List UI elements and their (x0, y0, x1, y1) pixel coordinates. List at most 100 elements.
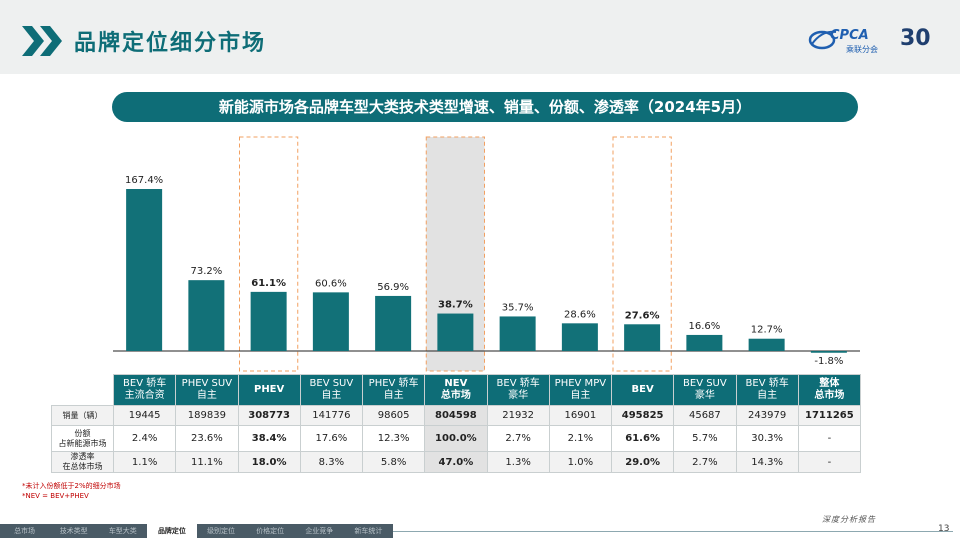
table-cell: 30.3% (735, 425, 799, 452)
bar (810, 351, 847, 353)
footnotes: *未计入份额低于2%的细分市场 *NEV = BEV+PHEV (22, 481, 121, 501)
nav-item[interactable]: 企业竞争 (305, 527, 334, 535)
table-cell: 2.7% (486, 425, 550, 452)
table-cell: 804598 (424, 405, 488, 426)
nav-item[interactable]: 新车统计 (354, 527, 383, 535)
table-corner (51, 374, 114, 406)
column-header: 整体 总市场 (797, 374, 862, 406)
table-cell: 243979 (735, 405, 799, 426)
table-cell: 19445 (112, 405, 177, 426)
table-cell: 17.6% (299, 425, 364, 452)
footer-divider (393, 531, 953, 532)
table-cell: 1.0% (548, 451, 613, 473)
table-cell: 8.3% (299, 451, 364, 473)
bar-chart: 167.4% 73.2% 61.1% 60.6% 56.9% 38.7% 35.7% 28.6… (113, 136, 860, 372)
column-header: BEV 轿车 自主 (735, 374, 799, 406)
table-cell: 100.0% (424, 425, 488, 452)
data-label: 60.6% (315, 278, 347, 289)
nav-item[interactable]: 级别定位 (207, 527, 236, 535)
column-header: PHEV SUV 自主 (175, 374, 239, 406)
table-row: 销量（辆） 19445 189839 308773 141776 98605 804598 2… (51, 405, 862, 426)
bar (312, 292, 349, 351)
nav-item[interactable]: 技术类型 (59, 527, 88, 535)
header-bar (0, 0, 960, 74)
bar (686, 334, 723, 351)
data-label: 35.7% (502, 302, 534, 313)
nav-item[interactable]: 总市场 (14, 527, 36, 535)
table-cell: 1711265 (797, 405, 862, 426)
data-label: 27.6% (625, 310, 660, 321)
data-label: 16.6% (688, 321, 720, 332)
data-label: 12.7% (751, 325, 783, 336)
column-header: BEV 轿车 主流合资 (112, 374, 177, 406)
table-row: 份额 占新能源市场 2.4% 23.6% 38.4% 17.6% 12.3% 100.0% 2.… (51, 425, 862, 452)
highlight-box (612, 136, 672, 372)
data-label: 56.9% (377, 282, 409, 293)
column-header: NEV 总市场 (424, 374, 488, 406)
nav-item[interactable]: 价格定位 (256, 527, 285, 535)
table-cell: 29.0% (610, 451, 675, 473)
bar (437, 313, 474, 351)
table-cell: 18.0% (237, 451, 301, 473)
bar (561, 323, 598, 351)
bar (624, 324, 661, 351)
table-cell: 38.4% (237, 425, 301, 452)
table-cell: 2.7% (673, 451, 737, 473)
data-label: 28.6% (564, 309, 596, 320)
column-header: BEV 轿车 豪华 (486, 374, 550, 406)
logo-subtitle: 乘联分会 (846, 45, 878, 54)
data-label: 167.4% (125, 175, 163, 186)
bar (188, 280, 225, 351)
footnote: *NEV = BEV+PHEV (22, 492, 89, 500)
column-header: PHEV (237, 374, 301, 406)
page-number: 13 (938, 524, 950, 534)
column-header: BEV (610, 374, 675, 406)
bar (126, 189, 163, 351)
bar (375, 295, 412, 351)
table-cell: 308773 (237, 405, 301, 426)
data-table: BEV 轿车 主流合资 PHEV SUV 自主 PHEV BEV SUV 自主 PHEV 轿车… (51, 374, 862, 473)
row-label: 销量（辆） (51, 405, 114, 426)
anniversary-logo: 30 (900, 26, 931, 51)
table-cell: 495825 (610, 405, 675, 426)
table-header-row: BEV 轿车 主流合资 PHEV SUV 自主 PHEV BEV SUV 自主 PHEV 轿车… (51, 374, 862, 406)
data-label: 38.7% (438, 300, 473, 311)
table-cell: 5.8% (361, 451, 426, 473)
nav-item[interactable]: 车型大类 (108, 527, 137, 535)
footer-brand: 深度分析报告 (822, 515, 876, 524)
data-label: -1.8% (814, 356, 843, 367)
table-cell: 12.3% (361, 425, 426, 452)
nav-item[interactable]: 品牌定位 (147, 524, 197, 538)
bar (748, 338, 785, 351)
footnote: *未计入份额低于2%的细分市场 (22, 482, 121, 490)
section-nav: 总市场 技术类型 车型大类 品牌定位 级别定位 价格定位 企业竞争 新车统计 (0, 524, 393, 538)
table-cell: 11.1% (175, 451, 239, 473)
logo-text: CPCA (830, 28, 869, 43)
column-header: BEV SUV 豪华 (673, 374, 737, 406)
column-header: PHEV MPV 自主 (548, 374, 613, 406)
table-cell: 1.1% (112, 451, 177, 473)
table-cell: 141776 (299, 405, 364, 426)
table-cell: 2.1% (548, 425, 613, 452)
table-cell: 16901 (548, 405, 613, 426)
table-cell: 47.0% (424, 451, 488, 473)
chart-title: 新能源市场各品牌车型大类技术类型增速、销量、份额、渗透率（2024年5月） (112, 92, 858, 122)
column-header: BEV SUV 自主 (299, 374, 364, 406)
table-cell: 1.3% (486, 451, 550, 473)
row-label: 份额 占新能源市场 (51, 425, 114, 452)
table-cell: 21932 (486, 405, 550, 426)
page-title: 品牌定位细分市场 (74, 31, 267, 56)
table-cell: 98605 (361, 405, 426, 426)
bar (499, 316, 536, 351)
data-label: 61.1% (251, 278, 286, 289)
data-label: 73.2% (190, 266, 222, 277)
column-header: PHEV 轿车 自主 (361, 374, 426, 406)
row-label: 渗透率 在总体市场 (51, 451, 114, 473)
table-row: 渗透率 在总体市场 1.1% 11.1% 18.0% 8.3% 5.8% 47.0% 1.3% 1… (51, 451, 862, 473)
table-cell: 61.6% (610, 425, 675, 452)
table-cell: 23.6% (175, 425, 239, 452)
table-cell: 5.7% (673, 425, 737, 452)
table-cell: 189839 (175, 405, 239, 426)
cpca-logo-icon (808, 24, 838, 58)
table-cell: 45687 (673, 405, 737, 426)
